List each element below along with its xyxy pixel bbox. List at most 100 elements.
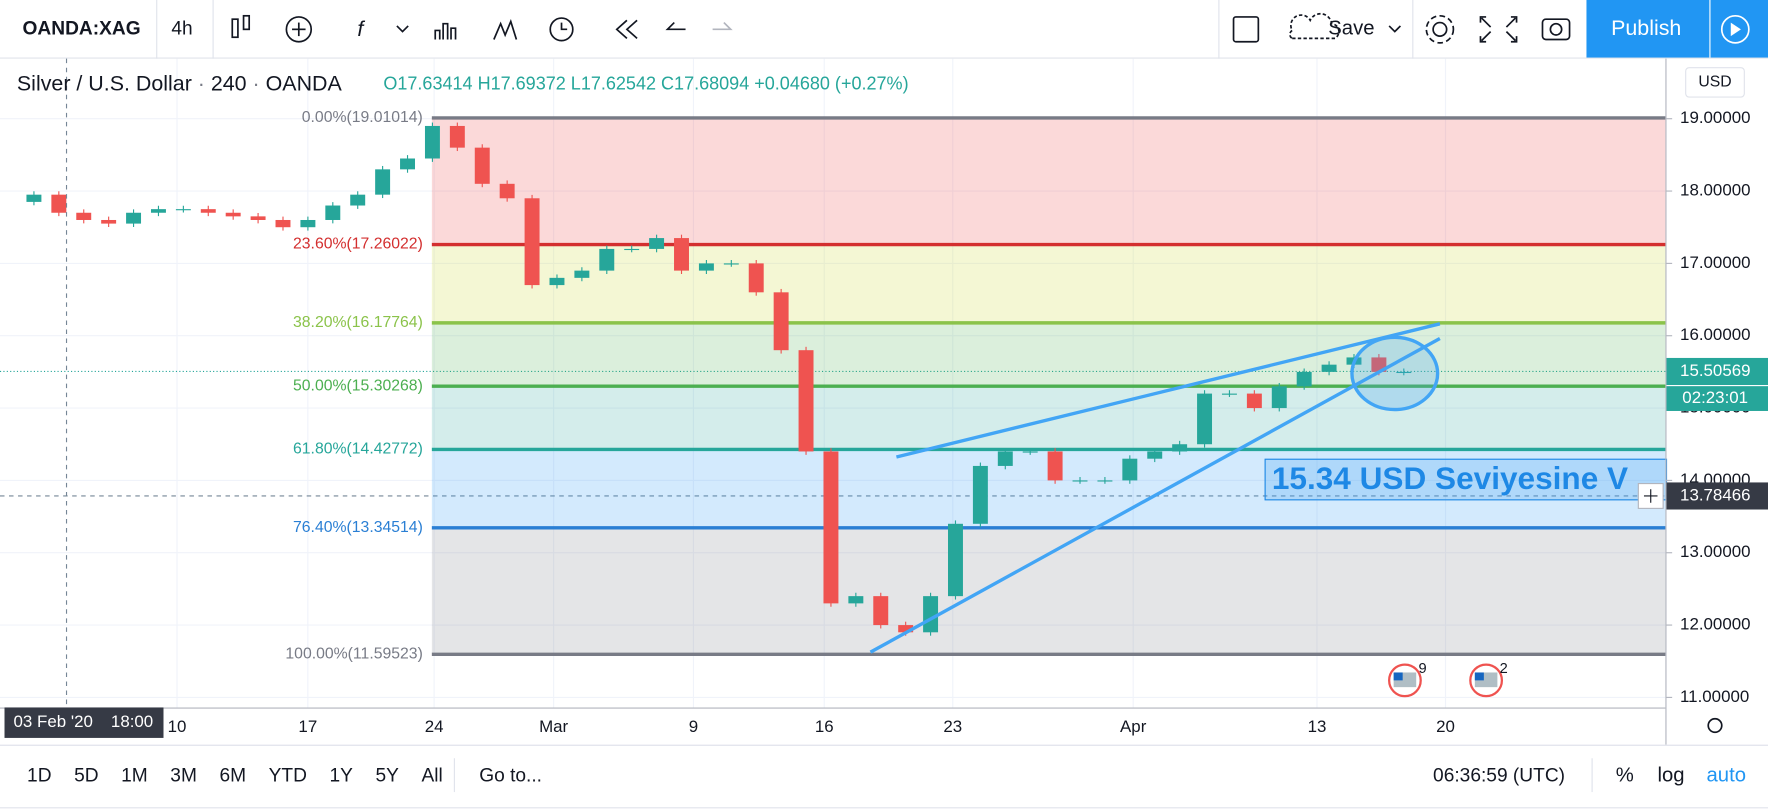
publish-button[interactable] xyxy=(1586,0,1710,58)
range-button[interactable]: 1Y xyxy=(329,765,353,786)
candle xyxy=(350,194,366,206)
auto[interactable]: auto xyxy=(1707,765,1747,787)
event-count: 9 xyxy=(1418,661,1426,677)
candle xyxy=(1097,480,1113,482)
indicator-icon[interactable]: f xyxy=(357,17,365,41)
candle xyxy=(1221,393,1237,395)
range-button[interactable]: All xyxy=(421,765,442,786)
candle xyxy=(325,205,341,220)
candle xyxy=(524,198,540,286)
range-button[interactable]: 1M xyxy=(121,765,148,786)
candle xyxy=(1246,393,1262,409)
candle xyxy=(549,277,565,286)
price-tick-label: 16.00000 xyxy=(1680,325,1750,344)
date-label: Apr xyxy=(1120,717,1147,736)
event-count: 2 xyxy=(1500,661,1508,677)
drawings[interactable] xyxy=(869,322,1441,654)
candle xyxy=(499,183,515,199)
candle xyxy=(798,350,814,452)
date-label: Mar xyxy=(539,717,568,736)
annotation[interactable]: 15.34 USD Seviyesine V xyxy=(1272,460,1628,496)
range-button[interactable]: 6M xyxy=(219,765,246,786)
currency-button[interactable] xyxy=(1685,67,1745,98)
annotation-box[interactable] xyxy=(1264,458,1668,501)
candle xyxy=(375,169,391,195)
fib-label: 0.00%(19.01014) xyxy=(302,109,423,126)
crosshair-price: 13.78466 xyxy=(1680,485,1750,504)
candle xyxy=(1296,371,1312,387)
crosshair-date-box xyxy=(4,707,164,738)
date-label: 24 xyxy=(425,717,444,736)
candle xyxy=(1197,393,1213,445)
candle xyxy=(948,523,963,597)
candle xyxy=(599,248,615,271)
candle xyxy=(898,625,914,633)
date-axis: 10 17 24 Mar 9 16 23 Apr 13 20 xyxy=(168,717,1455,736)
candle xyxy=(624,248,640,251)
log[interactable]: log xyxy=(1657,765,1684,787)
price-tick-label: 11.00000 xyxy=(1680,687,1749,706)
candle xyxy=(424,125,440,159)
candle xyxy=(649,238,665,249)
date-label: 9 xyxy=(689,717,698,736)
countdown: 02:23:01 xyxy=(1682,388,1748,407)
toolbar xyxy=(0,0,1768,59)
range-button[interactable]: 1D xyxy=(27,765,51,786)
fib-zone xyxy=(431,244,1666,323)
candle xyxy=(873,596,889,626)
legend-title: Silver / U.S. Dollar · 240 · OANDA xyxy=(17,71,343,95)
fibonacci: 0.00%(19.01014) 23.60%(17.26022) 38.20%(16… xyxy=(285,109,1666,663)
candle xyxy=(474,147,490,184)
candle xyxy=(400,158,416,170)
candle xyxy=(275,219,291,228)
crosshair-box xyxy=(1666,482,1768,510)
candle xyxy=(225,212,241,217)
range-button[interactable]: 5Y xyxy=(375,765,399,786)
interval[interactable]: 4h xyxy=(171,18,192,39)
fib-zone xyxy=(431,117,1666,245)
fib-label: 50.00%(15.30268) xyxy=(293,377,423,394)
toolbar-icons[interactable] xyxy=(231,12,1571,44)
fib-zone xyxy=(431,386,1666,450)
clock: 06:36:59 (UTC) xyxy=(1433,765,1565,786)
percent[interactable]: % xyxy=(1616,765,1634,787)
candle xyxy=(823,451,839,604)
price-tick-label: 19.00000 xyxy=(1680,108,1750,127)
candle xyxy=(674,238,689,271)
price-tick-label: 13.00000 xyxy=(1680,542,1750,561)
date-label: 17 xyxy=(298,717,317,736)
publish[interactable]: Publish xyxy=(1611,16,1681,40)
price-tick-label: 17.00000 xyxy=(1680,253,1750,272)
settings-icon[interactable] xyxy=(1707,717,1723,734)
legend-ohlc: O17.63414 H17.69372 L17.62542 C17.68094 … xyxy=(383,73,908,93)
save[interactable]: Save xyxy=(1328,18,1374,40)
range-button[interactable]: 5D xyxy=(74,765,98,786)
fib-label: 23.60%(17.26022) xyxy=(293,236,423,253)
price-tick-label: 12.00000 xyxy=(1680,615,1750,634)
events[interactable]: 9 2 xyxy=(1388,661,1508,698)
add-icon xyxy=(1643,489,1658,503)
candle xyxy=(200,209,216,213)
range-button[interactable]: YTD xyxy=(269,765,307,786)
candle xyxy=(748,263,764,293)
price-axis: 19.0000018.0000017.0000016.0000015.00000… xyxy=(1637,108,1768,706)
range-button[interactable]: 3M xyxy=(170,765,197,786)
goto[interactable]: Go to... xyxy=(479,765,542,786)
date-label: 20 xyxy=(1436,717,1455,736)
last-price: 15.50569 xyxy=(1680,361,1750,380)
candles xyxy=(26,122,1412,636)
candle xyxy=(150,209,166,213)
fib-zone xyxy=(431,322,1666,387)
bottom-bar: 1D 5D 1M 3M 6M YTD 1Y 5Y All xyxy=(27,765,443,786)
fib-zone xyxy=(431,527,1666,655)
date-label: 16 xyxy=(815,717,834,736)
date-label: 13 xyxy=(1308,717,1327,736)
candle xyxy=(250,216,266,220)
candle xyxy=(1271,386,1287,409)
currency[interactable]: USD xyxy=(1698,74,1731,91)
candle xyxy=(698,263,714,271)
candle xyxy=(175,209,191,211)
symbol[interactable]: OANDA:XAG xyxy=(23,18,141,39)
candle xyxy=(51,194,67,213)
candle xyxy=(76,212,92,220)
